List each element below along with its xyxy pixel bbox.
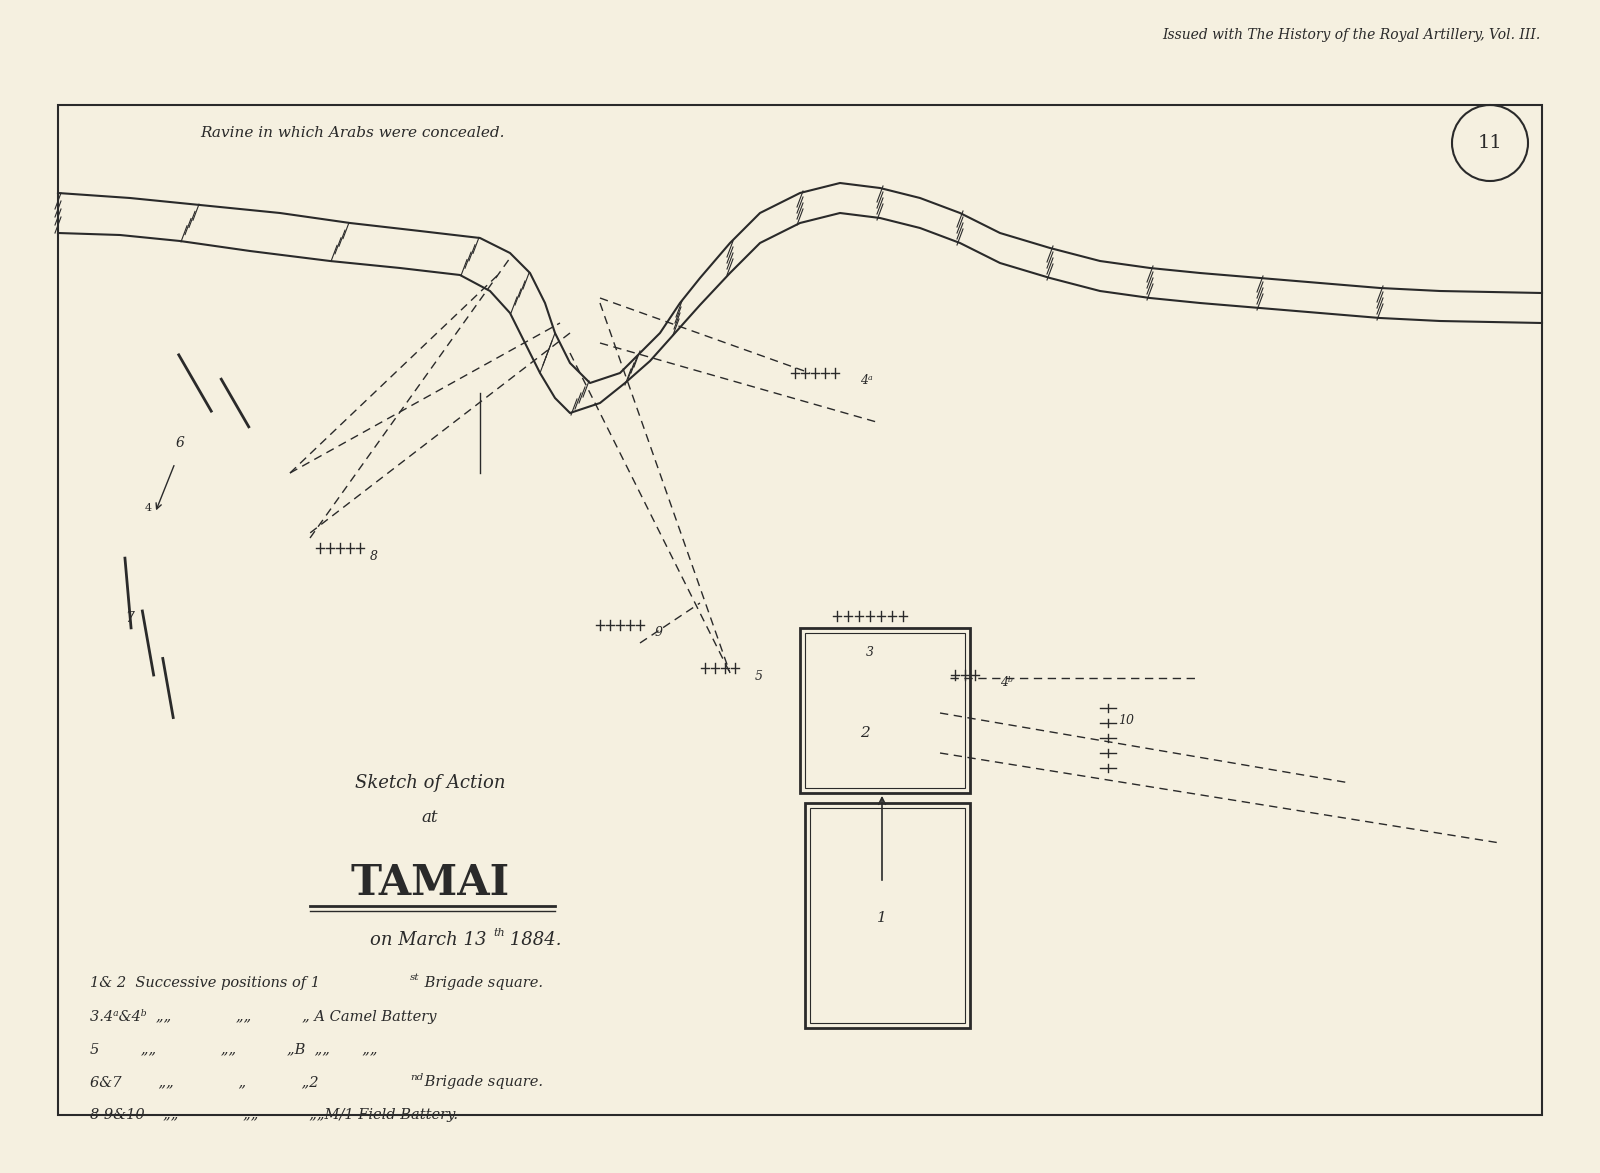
Text: 11: 11 — [1478, 134, 1502, 152]
Text: 1: 1 — [877, 911, 886, 925]
Text: 5         „„              „„           „B  „„       „„: 5 „„ „„ „B „„ „„ — [90, 1042, 378, 1056]
Bar — [58, 106, 1542, 1116]
Text: Ravine in which Arabs were concealed.: Ravine in which Arabs were concealed. — [200, 126, 504, 140]
Text: 8: 8 — [370, 549, 378, 563]
Text: 4ᵇ: 4ᵇ — [1000, 677, 1013, 690]
Text: on March 13: on March 13 — [370, 931, 486, 949]
Text: Brigade square.: Brigade square. — [419, 1074, 542, 1089]
Text: 1& 2  Successive positions of 1: 1& 2 Successive positions of 1 — [90, 976, 320, 990]
Bar — [805, 804, 970, 1028]
Text: st: st — [410, 974, 419, 983]
Bar — [805, 633, 965, 788]
Text: 10: 10 — [1118, 714, 1134, 727]
Text: 1884.: 1884. — [504, 931, 562, 949]
Text: 2: 2 — [861, 726, 870, 740]
Text: at: at — [422, 809, 438, 827]
Text: th: th — [493, 928, 504, 938]
Text: 6: 6 — [176, 436, 184, 450]
Text: 7: 7 — [125, 611, 134, 625]
Text: 8 9&10    „„              „„           „„M/1 Field Battery.: 8 9&10 „„ „„ „„M/1 Field Battery. — [90, 1108, 458, 1123]
Text: 4: 4 — [144, 503, 152, 513]
Text: 5: 5 — [755, 670, 763, 683]
Text: 3: 3 — [866, 646, 874, 659]
Text: Brigade square.: Brigade square. — [419, 976, 542, 990]
Text: 6&7        „„              „            „2: 6&7 „„ „ „2 — [90, 1074, 318, 1089]
Text: 4ᵃ: 4ᵃ — [861, 374, 872, 387]
Text: Sketch of Action: Sketch of Action — [355, 774, 506, 792]
Text: TAMAI: TAMAI — [350, 862, 509, 904]
Text: Issued with The History of the Royal Artillery, Vol. III.: Issued with The History of the Royal Art… — [1162, 28, 1539, 42]
Bar — [810, 808, 965, 1023]
Text: nd: nd — [410, 1072, 424, 1082]
Text: 3.4ᵃ&4ᵇ  „„              „„           „ A Camel Battery: 3.4ᵃ&4ᵇ „„ „„ „ A Camel Battery — [90, 1009, 437, 1024]
Bar — [800, 628, 970, 793]
Text: 9: 9 — [654, 626, 662, 639]
